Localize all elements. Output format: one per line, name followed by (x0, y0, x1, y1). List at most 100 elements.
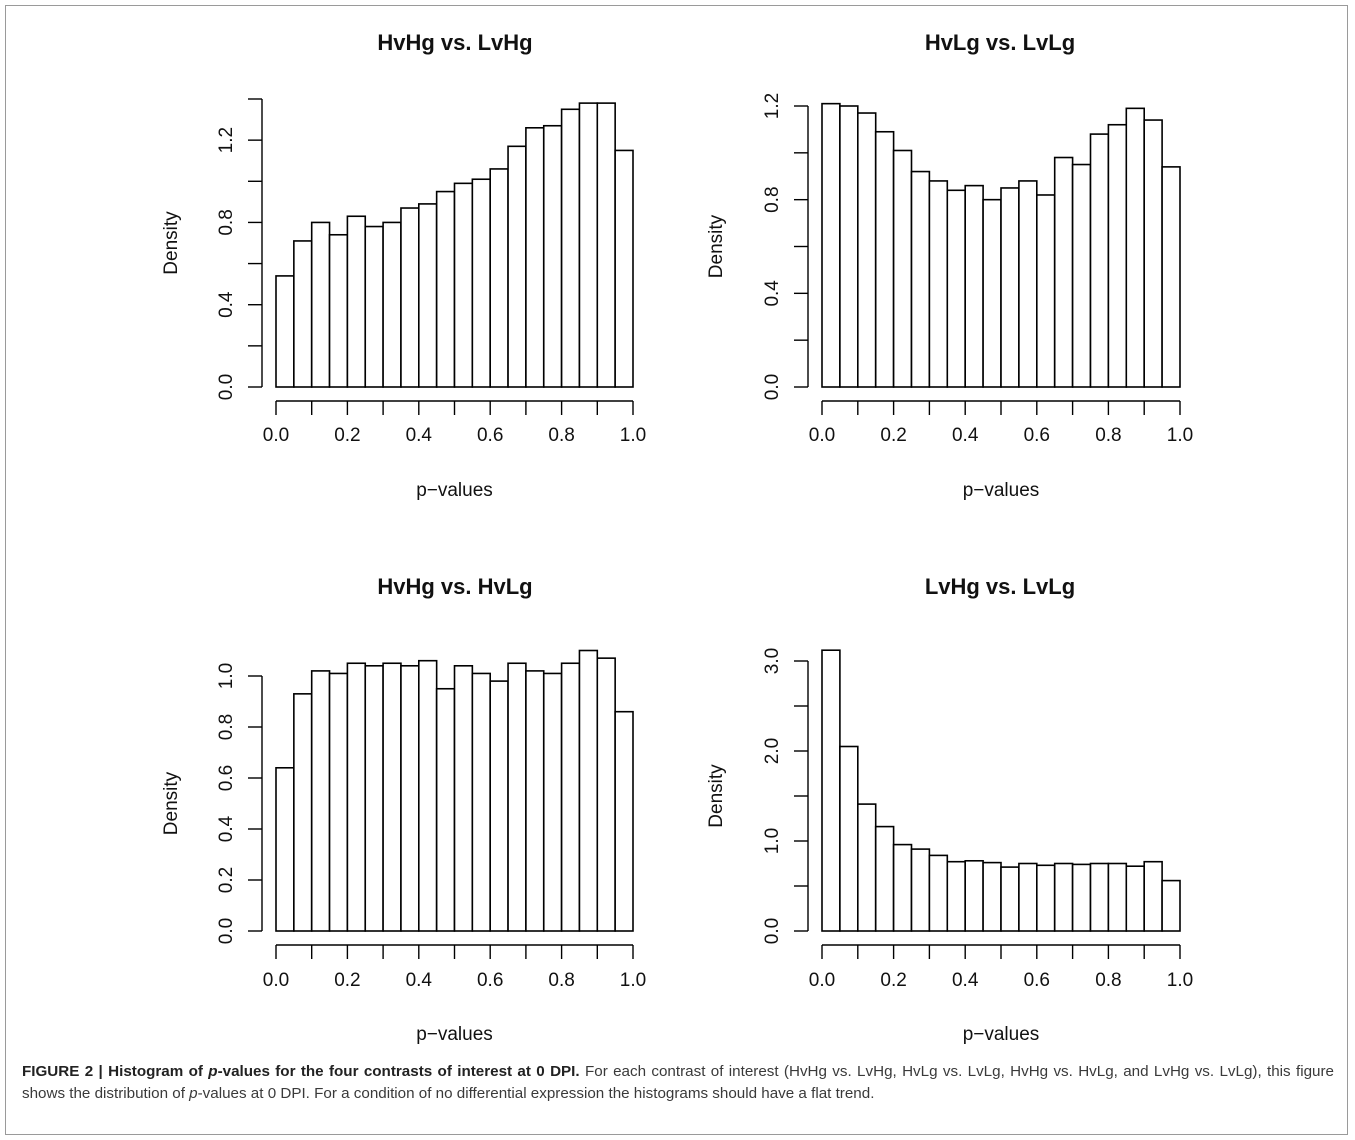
panel4-histogram-bar-7 (928, 854, 949, 932)
panel3-histogram-bar-16 (542, 672, 563, 932)
panel2-x-tick-label-5: 0.8 (1095, 425, 1121, 446)
panel3-x-tick-label-2: 0.2 (334, 970, 360, 991)
panel1-y-axis-label: Density (161, 211, 182, 275)
panel4-histogram-bar-11 (1000, 866, 1020, 932)
panel1-x-tick-label-4: 0.6 (477, 425, 503, 446)
panel1-histogram-bar-19 (596, 102, 616, 388)
panel3-y-axis-label: Density (161, 771, 182, 835)
panel4-x-tick-label-6: 1.0 (1167, 970, 1193, 991)
panel4-y-tick-label-3: 2.0 (762, 738, 783, 764)
panel1-x-tick-label-1: 0.0 (263, 425, 289, 446)
panel1-x-tick-label-6: 1.0 (620, 425, 646, 446)
panel1-x-axis-label: p−values (416, 480, 493, 501)
panel3-x-tick-label-3: 0.4 (406, 970, 433, 991)
panel1-histogram-bar-9 (417, 203, 438, 388)
panel3-histogram-bar-18 (578, 649, 599, 932)
panel4-chart-title: LvHg vs. LvLg (925, 574, 1075, 599)
panel4-y-tick-label-4: 3.0 (762, 648, 783, 674)
panel2-x-tick-label-1: 0.0 (809, 425, 835, 446)
panel1-x-tick-label-5: 0.8 (548, 425, 574, 446)
panel2-histogram-bar-7 (928, 180, 949, 388)
panel2-histogram-bar-3 (856, 112, 877, 388)
caption-title-p: p (208, 1063, 218, 1080)
panel3-y-tick-label-6: 1.0 (216, 663, 237, 689)
panel3-histogram-bar-8 (400, 664, 420, 932)
caption-title-post: -values for the four contrasts of intere… (217, 1063, 580, 1080)
panel2-histogram-bar-11 (1000, 187, 1020, 388)
caption-body-2: -values at 0 DPI. For a condition of no … (197, 1085, 875, 1102)
panel1-histogram-bar-15 (525, 127, 545, 388)
panel4-histogram-bar-16 (1089, 862, 1110, 932)
panel1-histogram-bar-18 (578, 102, 599, 388)
panel4-histogram-bar-8 (946, 860, 966, 932)
panel2-y-tick-label-1: 0.0 (762, 374, 783, 400)
caption-label: FIGURE 2 | (22, 1063, 103, 1080)
panel1-x-tick-label-2: 0.2 (334, 425, 360, 446)
panel4-histogram-bar-5 (892, 843, 913, 932)
panel4-x-tick-label-5: 0.8 (1095, 970, 1121, 991)
panel2-histogram-bar-13 (1036, 194, 1056, 388)
panel2-histogram-bar-16 (1089, 133, 1110, 388)
panel3-histogram-bar-11 (453, 664, 474, 932)
panel4-histogram-bar-17 (1107, 862, 1128, 932)
panel4-x-axis-label: p−values (963, 1024, 1040, 1045)
panel4-histogram-bar-3 (856, 803, 877, 932)
panel2-y-axis-label: Density (706, 214, 727, 278)
panel3-histogram-bar-5 (346, 662, 367, 932)
caption-body-1: For each contrast of interest (HvHg vs. … (22, 1063, 1334, 1102)
panel1-histogram-bar-10 (435, 190, 456, 388)
panel2-x-tick-label-4: 0.6 (1024, 425, 1050, 446)
panel2-histogram-bar-5 (892, 149, 913, 388)
panel3-histogram-bar-3 (310, 670, 331, 932)
panel2-histogram-bar-12 (1018, 180, 1038, 388)
panel2-histogram-bar-19 (1143, 119, 1163, 388)
panel3-histogram-bar-15 (525, 670, 545, 932)
panel2-x-tick-label-6: 1.0 (1167, 425, 1193, 446)
panel4-histogram-bar-2 (839, 745, 859, 932)
panel1-histogram-bar-5 (346, 215, 367, 388)
panel3-x-tick-label-5: 0.8 (548, 970, 574, 991)
panel3-histogram-bar-7 (382, 662, 402, 932)
panel4-histogram-bar-10 (982, 861, 1002, 932)
panel1-chart-title: HvHg vs. LvHg (377, 30, 532, 55)
panel4-histogram-bar-9 (964, 859, 984, 932)
panel4-histogram-bar-13 (1036, 864, 1056, 932)
panel1-histogram-bar-20 (614, 149, 634, 388)
panel1-histogram-bar-8 (400, 207, 420, 388)
panel3-histogram-bar-9 (417, 659, 438, 932)
panel4-x-tick-label-4: 0.6 (1024, 970, 1050, 991)
panel3-histogram-bar-2 (293, 693, 313, 932)
panel4-y-axis-label: Density (706, 764, 727, 828)
panel2-histogram-bar-8 (946, 189, 966, 388)
panel1-histogram-bar-14 (507, 145, 527, 388)
panel2-x-tick-label-3: 0.4 (952, 425, 979, 446)
panel1-histogram-bar-4 (328, 233, 349, 388)
panel3-chart-title: HvHg vs. HvLg (377, 574, 532, 599)
panel1-histogram-bar-17 (560, 108, 581, 388)
panel4-histogram-bar-12 (1018, 862, 1038, 932)
panel2-histogram-bar-2 (839, 105, 859, 388)
figure-frame (5, 5, 1348, 1135)
panel3-y-tick-label-1: 0.0 (216, 918, 237, 944)
panel4-x-tick-label-2: 0.2 (880, 970, 906, 991)
panel1-x-tick-label-3: 0.4 (406, 425, 433, 446)
panel3-x-tick-label-4: 0.6 (477, 970, 503, 991)
panel4-histogram-bar-20 (1161, 879, 1181, 932)
caption-title-pre: Histogram of (108, 1063, 203, 1080)
panel3-y-tick-label-4: 0.6 (216, 765, 237, 791)
panel1-y-tick-label-3: 0.8 (216, 209, 237, 235)
panel4-x-tick-label-1: 0.0 (809, 970, 835, 991)
panel2-y-tick-label-3: 0.8 (762, 186, 783, 212)
panel4-histogram-bar-19 (1143, 860, 1163, 932)
panel4-y-tick-label-1: 0.0 (762, 918, 783, 944)
panel3-y-tick-label-5: 0.8 (216, 714, 237, 740)
panel2-y-tick-label-4: 1.2 (762, 93, 783, 119)
panel2-histogram-bar-15 (1071, 163, 1092, 388)
panel2-histogram-bar-17 (1107, 123, 1128, 388)
panel3-x-tick-label-1: 0.0 (263, 970, 289, 991)
panel3-y-tick-label-2: 0.2 (216, 867, 237, 893)
panel4-histogram-bar-1 (821, 649, 841, 932)
panel3-x-axis-label: p−values (416, 1024, 493, 1045)
panel2-histogram-bar-18 (1125, 107, 1146, 388)
